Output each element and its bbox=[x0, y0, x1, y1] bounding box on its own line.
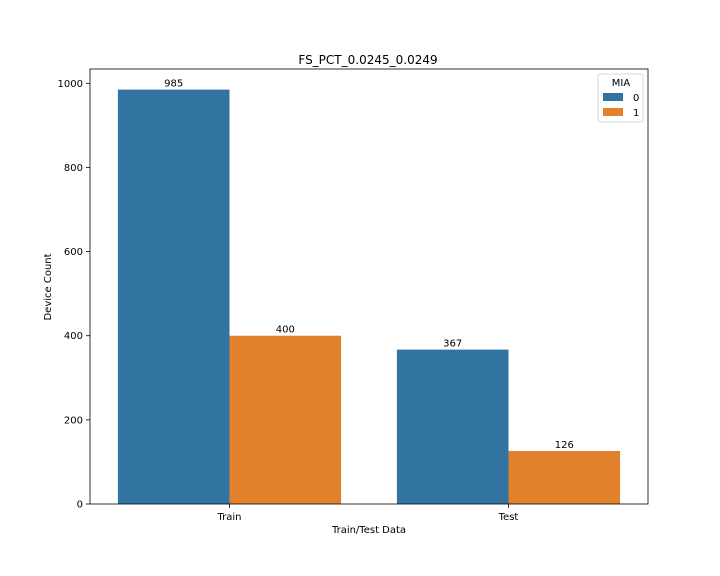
legend-swatch-mia-0 bbox=[603, 93, 623, 101]
legend: MIA 0 1 bbox=[597, 73, 644, 123]
bar-value-label: 126 bbox=[555, 440, 574, 451]
x-tick-label: Test bbox=[498, 512, 519, 523]
bar-train-mia-1 bbox=[229, 335, 342, 504]
bar-value-label: 400 bbox=[276, 325, 295, 336]
x-axis-label: Train/Test Data bbox=[331, 525, 406, 536]
y-tick-label: 0 bbox=[77, 500, 83, 511]
y-axis-label: Device Count bbox=[43, 253, 54, 320]
bar-value-label: 367 bbox=[443, 339, 462, 350]
bar-value-label: 985 bbox=[164, 79, 183, 90]
plot-frame bbox=[89, 68, 649, 505]
legend-label-mia-1: 1 bbox=[633, 108, 639, 119]
legend-swatch-mia-1 bbox=[603, 108, 623, 116]
bar-labels-group: 985 400 367 126 bbox=[164, 79, 574, 451]
chart-title: FS_PCT_0.0245_0.0249 bbox=[298, 53, 437, 67]
legend-title: MIA bbox=[612, 78, 631, 89]
bar-test-mia-1 bbox=[508, 450, 621, 504]
y-tick-label: 1000 bbox=[58, 79, 83, 90]
y-tick-label: 200 bbox=[64, 415, 83, 426]
y-axis: 0 200 400 600 800 1000 bbox=[58, 79, 90, 511]
y-tick-label: 600 bbox=[64, 247, 83, 258]
bar-test-mia-0 bbox=[396, 349, 509, 504]
y-tick-label: 400 bbox=[64, 331, 83, 342]
x-tick-label: Train bbox=[217, 512, 242, 523]
bar-train-mia-0 bbox=[117, 89, 230, 504]
bars-group bbox=[117, 89, 621, 504]
y-tick-label: 800 bbox=[64, 163, 83, 174]
x-axis: Train Test bbox=[217, 504, 519, 523]
legend-label-mia-0: 0 bbox=[633, 93, 639, 104]
